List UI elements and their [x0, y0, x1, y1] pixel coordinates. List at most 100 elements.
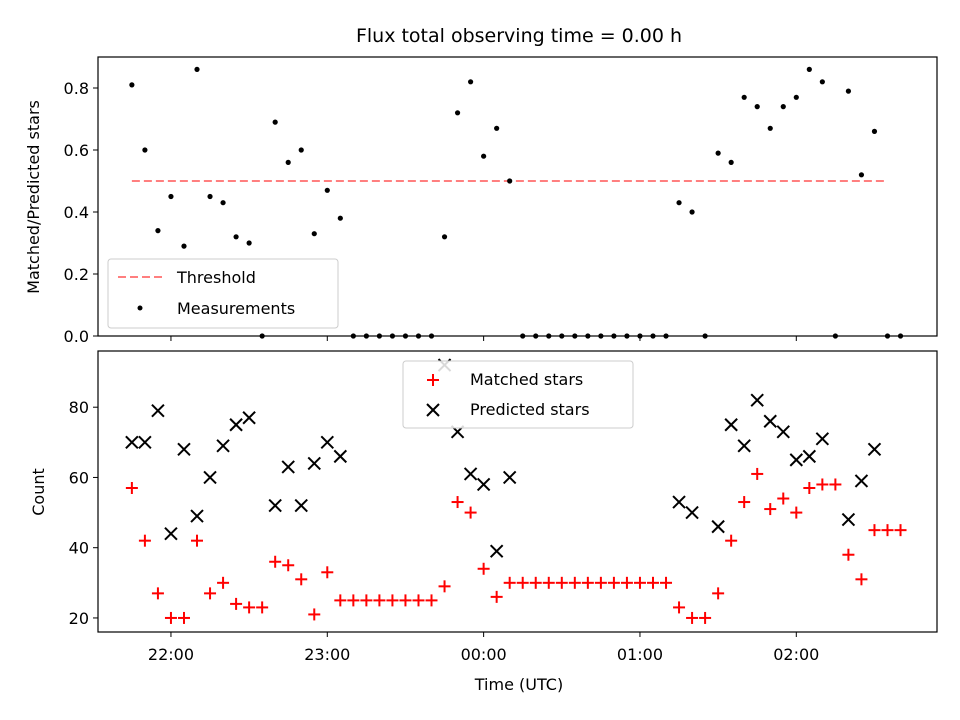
top-y-axis-label: Matched/Predicted stars — [24, 100, 43, 294]
measurement-point — [233, 234, 239, 240]
top-y-tick-label: 0.2 — [64, 265, 89, 284]
matched-star-point — [542, 576, 555, 589]
matched-star-point — [712, 587, 725, 600]
bottom-x-axis-label: Time (UTC) — [474, 675, 563, 694]
predicted-star-point — [333, 449, 348, 464]
measurement-point — [481, 153, 487, 159]
matched-star-point — [360, 594, 373, 607]
bottom-y-tick-label: 20 — [69, 609, 89, 628]
predicted-star-point — [476, 477, 491, 492]
matched-star-point — [894, 524, 907, 537]
top-y-axis: 0.0 0.2 0.4 0.6 0.8 — [64, 79, 98, 346]
predicted-star-point — [164, 526, 178, 541]
predicted-star-point — [320, 435, 334, 450]
matched-star-point — [451, 496, 464, 509]
top-legend: Threshold Measurements — [107, 258, 339, 329]
measurement-point — [494, 125, 500, 131]
measurement-point — [858, 172, 865, 178]
predicted-star-point — [151, 404, 165, 418]
bottom-panel: 20 40 60 80 22:00 23:00 00:00 01:00 02:00 Count… — [29, 350, 938, 694]
predicted-star-point — [125, 435, 139, 450]
predicted-star-point — [190, 509, 204, 523]
matched-star-point — [673, 601, 686, 614]
matched-star-point — [490, 590, 503, 603]
matched-star-point — [438, 580, 451, 593]
matched-star-point — [660, 576, 673, 589]
predicted-star-point — [216, 439, 230, 453]
predicted-star-point — [724, 418, 738, 432]
bottom-legend-box — [402, 360, 634, 429]
measurement-point — [285, 159, 291, 165]
top-panel: Flux total observing time = 0.00 h 0.00.… — [24, 25, 938, 346]
matched-star-point — [555, 576, 568, 589]
matched-star-point — [725, 534, 738, 547]
matched-star-point — [243, 601, 256, 614]
measurement-point — [454, 110, 461, 116]
measurement-point — [728, 159, 734, 165]
measurement-point — [689, 209, 695, 215]
predicted-star-point — [138, 435, 152, 450]
matched-star-point — [607, 576, 620, 589]
matched-star-point — [477, 562, 490, 575]
measurement-point — [142, 147, 148, 153]
matched-star-point — [516, 576, 529, 589]
top-chart-title: Flux total observing time = 0.00 h — [356, 25, 682, 47]
bottom-axes-frame — [97, 350, 938, 633]
bottom-y-axis-label: Count — [29, 468, 48, 516]
predicted-star-point — [502, 470, 517, 485]
bottom-y-axis: 20 40 60 80 — [69, 398, 98, 628]
matched-star-point — [425, 594, 438, 607]
predicted-star-point — [177, 442, 191, 457]
top-axes-frame — [97, 56, 938, 337]
matched-star-point — [738, 496, 751, 509]
legend-predicted-label: Predicted stars — [470, 400, 590, 419]
matched-star-point — [829, 478, 842, 491]
measurement-point — [819, 79, 825, 85]
predicted-star-point — [841, 512, 856, 527]
measurement-point — [845, 88, 852, 94]
matched-star-point — [699, 611, 712, 624]
measurement-point — [754, 104, 760, 110]
bottom-plot-area — [125, 358, 907, 624]
bottom-x-tick-label: 23:00 — [304, 645, 350, 664]
measurement-point — [246, 240, 252, 246]
matched-star-point — [347, 594, 360, 607]
matched-star-point — [282, 559, 295, 572]
measurement-point — [155, 228, 161, 234]
matched-star-point — [646, 576, 659, 589]
predicted-star-point — [815, 432, 830, 446]
matched-star-point — [777, 492, 790, 505]
measurement-point — [507, 178, 513, 184]
matched-star-point — [125, 481, 138, 494]
matched-star-point — [464, 506, 477, 519]
matched-star-point — [529, 576, 542, 589]
measurement-point — [715, 150, 721, 156]
matched-star-point — [177, 611, 190, 624]
matched-star-point — [412, 594, 425, 607]
measurement-point — [168, 193, 174, 200]
matched-star-point — [373, 594, 386, 607]
measurement-point — [676, 200, 682, 206]
legend-measurements-swatch — [137, 305, 143, 311]
bottom-x-tick-label: 02:00 — [773, 645, 819, 664]
bottom-x-tick-label: 22:00 — [148, 645, 194, 664]
bottom-y-tick-label: 60 — [69, 468, 89, 487]
predicted-star-point — [750, 393, 764, 407]
matched-star-point — [269, 555, 282, 568]
matched-star-point — [334, 594, 347, 607]
predicted-star-point — [294, 498, 308, 513]
predicted-star-point — [867, 442, 882, 457]
predicted-star-point — [685, 505, 699, 520]
predicted-star-point — [802, 449, 817, 464]
matched-star-point — [191, 534, 204, 547]
matched-star-point — [164, 611, 177, 624]
bottom-x-tick-label: 01:00 — [617, 645, 663, 664]
top-y-tick-label: 0.8 — [64, 79, 89, 98]
predicted-star-point — [854, 474, 869, 488]
matched-star-point — [256, 601, 269, 614]
measurement-point — [741, 94, 747, 100]
bottom-y-tick-label: 80 — [69, 398, 89, 417]
matched-star-point — [581, 576, 594, 589]
top-y-tick-label: 0.6 — [64, 141, 89, 160]
